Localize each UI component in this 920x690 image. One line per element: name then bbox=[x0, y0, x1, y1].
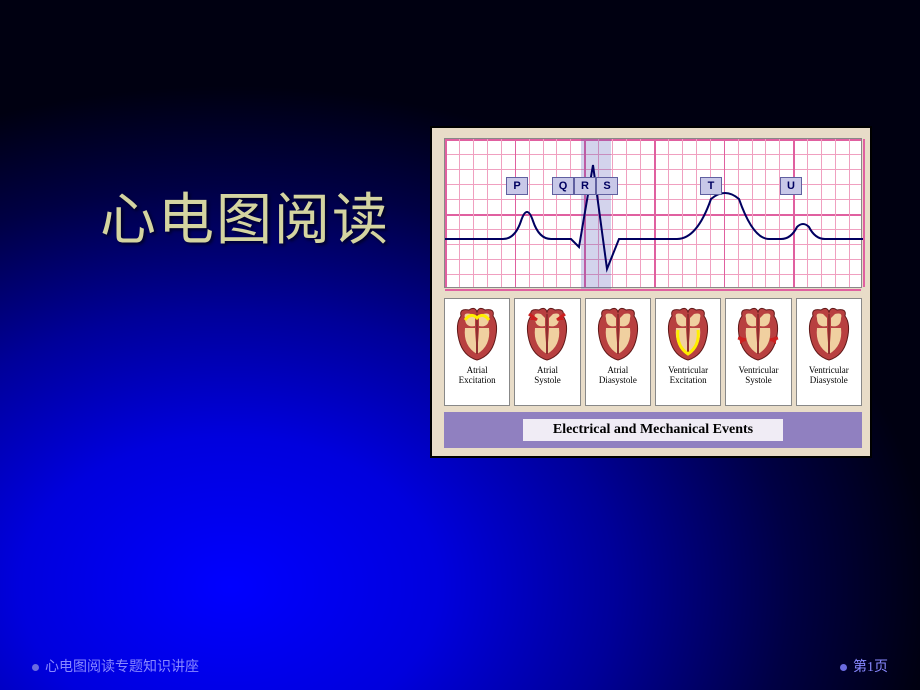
heart-phase-label: VentricularExcitation bbox=[668, 366, 708, 386]
wave-label-q: Q bbox=[552, 177, 574, 195]
heart-icon bbox=[592, 302, 644, 364]
heart-icon bbox=[732, 302, 784, 364]
heart-phase-cell: VentricularDiasystole bbox=[796, 298, 862, 406]
heart-phase-label: AtrialDiasystole bbox=[599, 366, 637, 386]
heart-phase-cell: AtrialDiasystole bbox=[585, 298, 651, 406]
footer-left-text: 心电图阅读专题知识讲座 bbox=[45, 660, 199, 675]
heart-phase-cell: VentricularSystole bbox=[725, 298, 791, 406]
heart-icon bbox=[803, 302, 855, 364]
footer-left: 心电图阅读专题知识讲座 bbox=[32, 656, 199, 676]
heart-phase-label: VentricularDiasystole bbox=[809, 366, 849, 386]
heart-phase-label: AtrialSystole bbox=[534, 366, 561, 386]
heart-icon bbox=[451, 302, 503, 364]
ecg-grid-area: P QRS T U bbox=[444, 138, 862, 288]
heart-icon bbox=[521, 302, 573, 364]
wave-label-r: R bbox=[574, 177, 596, 195]
grid-line bbox=[863, 139, 865, 287]
footer-right-text: 第1页 bbox=[853, 660, 888, 675]
bullet-icon bbox=[840, 664, 847, 671]
wave-label-t: T bbox=[700, 177, 722, 195]
caption-text: Electrical and Mechanical Events bbox=[523, 419, 783, 441]
heart-phase-row: AtrialExcitation AtrialSystole AtrialDia… bbox=[444, 298, 862, 406]
grid-line bbox=[445, 289, 861, 291]
heart-phase-label: VentricularSystole bbox=[738, 366, 778, 386]
bullet-icon bbox=[32, 664, 39, 671]
heart-phase-cell: VentricularExcitation bbox=[655, 298, 721, 406]
caption-bar: Electrical and Mechanical Events bbox=[444, 412, 862, 448]
heart-icon bbox=[662, 302, 714, 364]
wave-label-s: S bbox=[596, 177, 618, 195]
ecg-diagram: P QRS T U AtrialExcitation AtrialSystole At… bbox=[430, 126, 872, 458]
heart-phase-cell: AtrialSystole bbox=[514, 298, 580, 406]
heart-phase-label: AtrialExcitation bbox=[459, 366, 496, 386]
ecg-waveform bbox=[445, 139, 863, 289]
wave-label-u: U bbox=[780, 177, 802, 195]
wave-label-p: P bbox=[506, 177, 528, 195]
slide-title: 心电图阅读 bbox=[100, 175, 390, 256]
footer-right: 第1页 bbox=[840, 656, 888, 676]
heart-phase-cell: AtrialExcitation bbox=[444, 298, 510, 406]
